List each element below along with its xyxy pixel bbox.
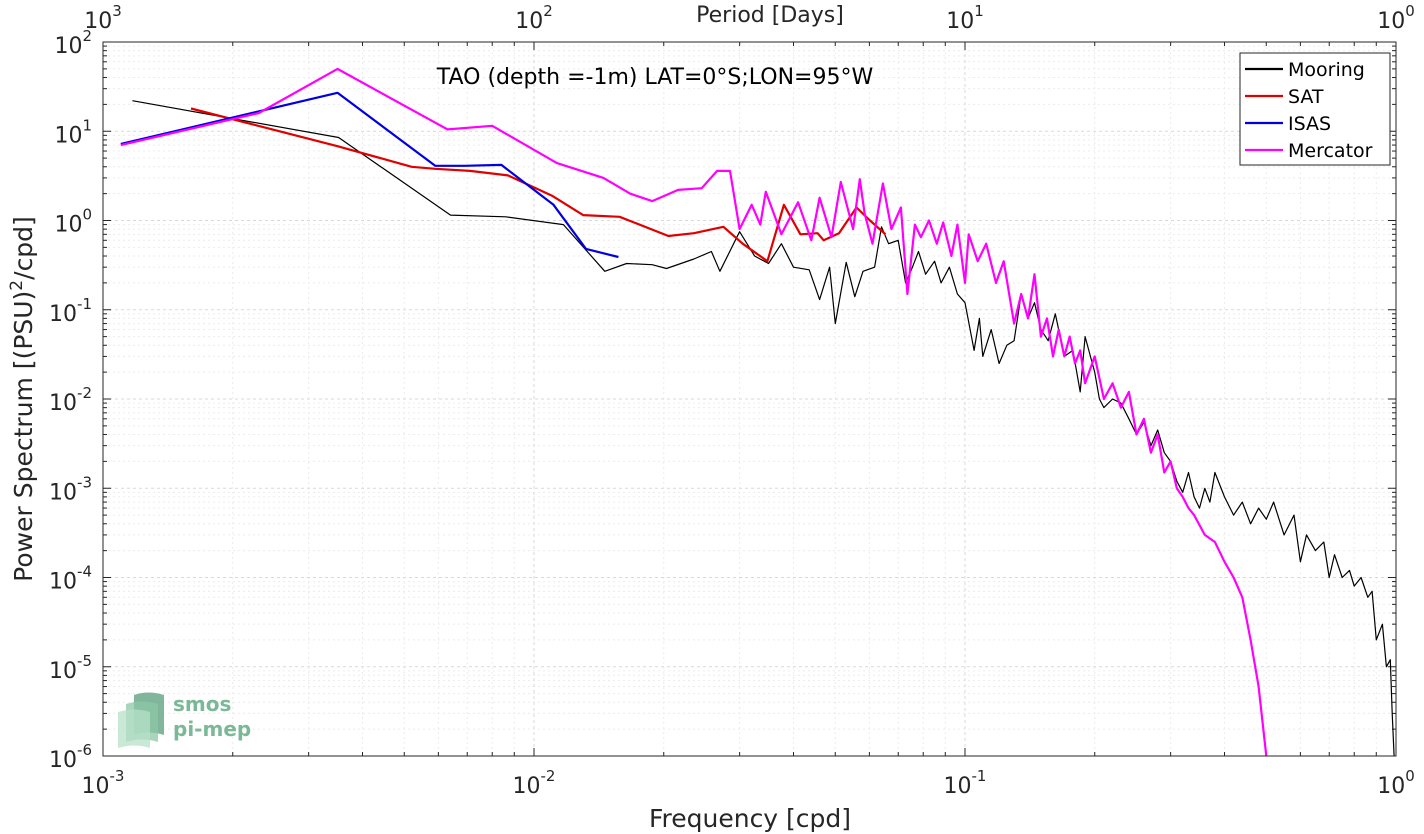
x-tick-label: 10-1 <box>944 767 987 799</box>
legend: Mooring SAT ISAS Mercator <box>1239 52 1391 166</box>
top-tick-base: 10 <box>84 9 112 34</box>
chart-title: TAO (depth =-1m) LAT=0°S;LON=95°W <box>436 65 874 90</box>
y-tick-label: 10-3 <box>49 473 92 505</box>
y-tick-label: 101 <box>54 116 92 148</box>
y-tick-exp: -6 <box>77 741 92 759</box>
top-tick-exp: 1 <box>974 2 984 20</box>
y-tick-label: 10-4 <box>49 563 92 595</box>
y-tick-exp: -5 <box>77 652 92 670</box>
x-tick-label: 10-3 <box>82 767 125 799</box>
y-tick-base: 10 <box>54 213 82 238</box>
x-tick-base: 10 <box>1377 774 1405 799</box>
top-tick-label: 103 <box>84 2 122 34</box>
minor-gridlines <box>103 42 1396 756</box>
y-tick-label: 102 <box>54 27 92 59</box>
y-tick-exp: -3 <box>77 473 92 491</box>
x-tick-label: 100 <box>1377 767 1415 799</box>
legend-label-isas: ISAS <box>1288 113 1331 135</box>
legend-label-mercator: Mercator <box>1288 140 1373 162</box>
y-tick-base: 10 <box>49 748 77 773</box>
top-tick-exp: 0 <box>1405 2 1415 20</box>
y-tick-base: 10 <box>49 570 77 595</box>
x-tick-base: 10 <box>513 774 541 799</box>
top-tick-exp: 3 <box>112 2 122 20</box>
y-tick-label: 10-2 <box>49 384 92 416</box>
x-tick-base: 10 <box>82 774 110 799</box>
top-tick-base: 10 <box>1377 9 1405 34</box>
top-tick-label: 101 <box>946 2 984 34</box>
x-tick-base: 10 <box>944 774 972 799</box>
y-tick-base: 10 <box>49 391 77 416</box>
x-axis-label: Frequency [cpd] <box>649 804 851 833</box>
y-tick-exp: -4 <box>77 563 92 581</box>
x-tick-exp: -3 <box>110 767 125 785</box>
top-tick-exp: 2 <box>543 2 553 20</box>
series-line-mercator <box>120 67 1268 757</box>
y-tick-exp: -2 <box>77 384 92 402</box>
logo-wave-front <box>118 709 150 748</box>
legend-box <box>1239 52 1391 166</box>
y-tick-exp: 2 <box>82 27 92 45</box>
y-tick-exp: 0 <box>82 206 92 224</box>
top-axis-label: Period [Days] <box>696 3 844 28</box>
y-tick-exp: -1 <box>77 295 92 313</box>
x-tick-label: 10-2 <box>513 767 556 799</box>
x-tick-exp: 0 <box>1405 767 1415 785</box>
top-tick-label: 102 <box>515 2 553 34</box>
y-axis-label: Power Spectrum [(PSU)2/cpd] <box>7 216 38 582</box>
plot-area <box>103 42 1396 756</box>
series-layer <box>120 67 1395 757</box>
top-tick-label: 100 <box>1377 2 1415 34</box>
y-tick-label: 100 <box>54 206 92 238</box>
x-tick-labels: 10-3 10-2 10-1 100 <box>82 767 1415 799</box>
top-tick-labels: 103 102 101 100 <box>84 2 1415 34</box>
y-tick-exp: 1 <box>82 116 92 134</box>
y-tick-base: 10 <box>54 123 82 148</box>
x-tick-exp: -2 <box>541 767 556 785</box>
y-tick-base: 10 <box>49 659 77 684</box>
x-tick-exp: -1 <box>972 767 987 785</box>
logo-text-pi-mep: pi-mep <box>173 717 251 741</box>
y-tick-label: 10-6 <box>49 741 92 773</box>
y-tick-base: 10 <box>54 34 82 59</box>
y-tick-base: 10 <box>49 302 77 327</box>
legend-label-mooring: Mooring <box>1288 59 1365 81</box>
legend-label-sat: SAT <box>1288 86 1324 108</box>
top-tick-base: 10 <box>946 9 974 34</box>
y-tick-base: 10 <box>49 480 77 505</box>
series-line-isas <box>120 91 619 259</box>
y-tick-label: 10-1 <box>49 295 92 327</box>
plot-frame <box>102 41 1397 757</box>
smos-pi-mep-logo: smos pi-mep <box>118 692 251 748</box>
y-tick-label: 10-5 <box>49 652 92 684</box>
logo-text-smos: smos <box>173 692 231 716</box>
top-tick-base: 10 <box>515 9 543 34</box>
